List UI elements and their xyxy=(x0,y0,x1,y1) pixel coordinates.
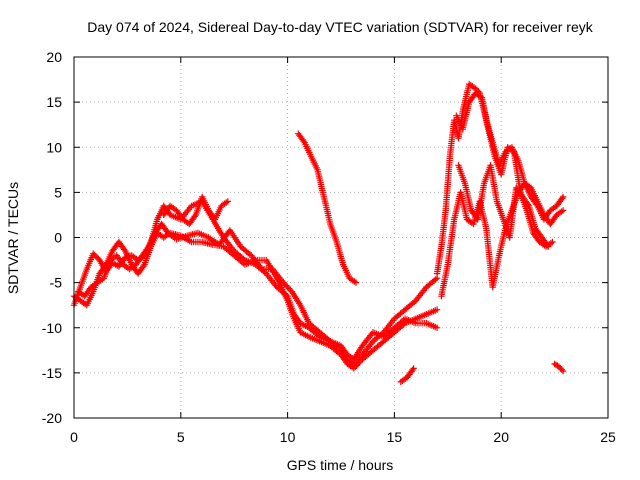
data-points xyxy=(70,80,567,386)
data-point xyxy=(549,238,556,246)
data-point-fill xyxy=(281,280,288,288)
x-tick-label: 20 xyxy=(493,429,509,445)
data-point xyxy=(433,324,441,331)
y-tick-label: 15 xyxy=(46,94,62,110)
data-point-fill xyxy=(558,366,565,373)
data-point-fill xyxy=(557,364,564,372)
chart-title: Day 074 of 2024, Sidereal Day-to-day VTE… xyxy=(87,19,593,35)
y-tick-label: -10 xyxy=(42,320,62,336)
data-point xyxy=(559,193,567,201)
data-point-fill xyxy=(325,336,332,344)
data-point-fill xyxy=(543,241,551,249)
data-point-fill xyxy=(140,262,147,270)
y-axis-title: SDTVAR / TECUs xyxy=(5,182,21,294)
data-point-fill xyxy=(283,282,290,289)
data-point xyxy=(555,363,563,370)
data-point xyxy=(350,365,357,372)
data-point-fill xyxy=(356,359,363,366)
data-point-fill xyxy=(284,283,291,291)
x-tick-label: 15 xyxy=(387,429,403,445)
data-point-fill xyxy=(300,138,307,145)
y-tick-label: -15 xyxy=(42,365,62,381)
data-point-fill xyxy=(285,285,293,292)
data-point-fill xyxy=(558,195,566,202)
y-tick-label: 10 xyxy=(46,139,62,155)
data-point-fill xyxy=(524,201,532,208)
x-tick-label: 0 xyxy=(70,429,78,445)
data-point xyxy=(352,279,360,286)
data-point-fill xyxy=(357,357,365,364)
y-tick-label: -20 xyxy=(42,410,62,426)
data-point xyxy=(559,367,567,375)
data-point xyxy=(559,207,567,214)
data-point xyxy=(410,365,417,372)
data-point xyxy=(433,306,441,313)
y-tick-label: 5 xyxy=(54,184,62,200)
data-point-fill xyxy=(353,362,360,369)
data-point xyxy=(280,279,287,286)
data-point-fill xyxy=(432,276,439,283)
data-point-fill xyxy=(163,228,171,235)
data-point-fill xyxy=(144,244,151,252)
data-point-fill xyxy=(352,363,359,371)
x-axis-title: GPS time / hours xyxy=(287,457,394,473)
data-point-fill xyxy=(121,246,128,253)
axis-ticks: 0 5 10 15 20 25 -20 -15 -10 -5 0 5 10 15 20 xyxy=(42,49,616,445)
x-tick-label: 5 xyxy=(177,429,185,445)
x-tick-label: 25 xyxy=(600,429,616,445)
x-tick-label: 10 xyxy=(280,429,296,445)
y-tick-label: 0 xyxy=(54,230,62,246)
data-point xyxy=(545,243,552,250)
y-tick-label: 20 xyxy=(46,49,62,65)
y-tick-label: -5 xyxy=(50,275,63,291)
data-point-fill xyxy=(246,251,253,258)
data-point xyxy=(224,198,231,205)
data-point-fill xyxy=(409,366,416,374)
data-point-fill xyxy=(191,213,198,220)
